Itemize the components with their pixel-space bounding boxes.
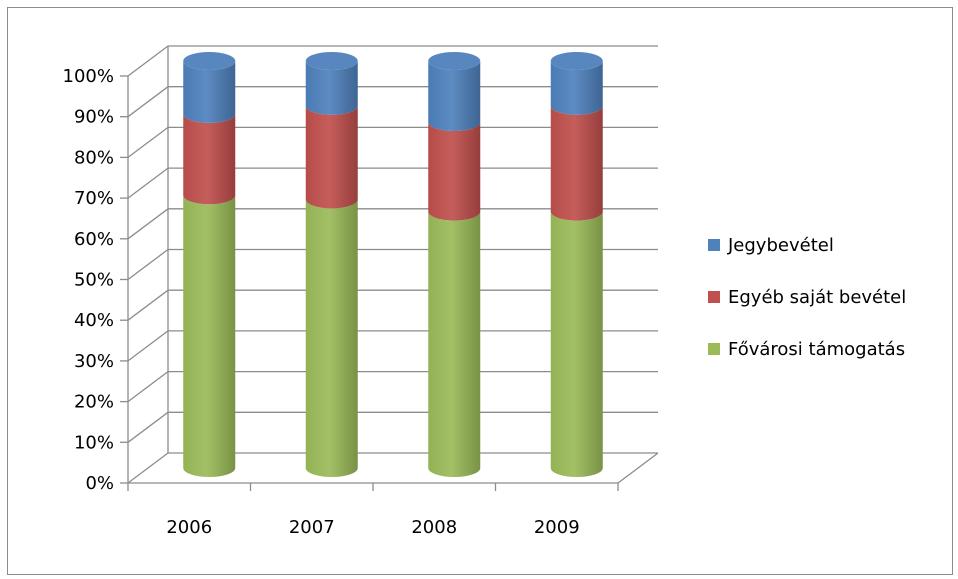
bar-2006-Jegybevétel — [183, 61, 236, 123]
bar-2007-Egyéb saját bevétel — [305, 105, 358, 209]
floor-right-edge — [617, 452, 659, 484]
gridline-side — [127, 45, 169, 77]
legend-label: Egyéb saját bevétel — [728, 287, 906, 308]
gridline-side — [127, 411, 169, 443]
bar-2006-Egyéb saját bevétel — [183, 113, 236, 205]
x-tick-labels: 2006 2007 2008 2009 — [166, 517, 579, 538]
gridline-side — [127, 330, 169, 362]
legend-swatch-2 — [708, 239, 720, 251]
x-tick-label: 2006 — [166, 517, 212, 538]
gridline-side — [127, 371, 169, 403]
y-tick-label: 0% — [85, 473, 114, 494]
gridline-side — [127, 208, 169, 240]
gridline-side — [127, 126, 169, 158]
bar-top-cap-2008 — [428, 52, 481, 70]
y-tick-label: 100% — [63, 66, 114, 87]
y-tick-label: 30% — [74, 351, 114, 372]
bar-2008-Egyéb saját bevétel — [428, 122, 481, 221]
chart-svg: 0%10%20%30%40%50%60%70%80%90%100% 2006 20… — [63, 45, 906, 538]
bar-2009-Jegybevétel — [550, 61, 603, 115]
y-tick-label: 60% — [74, 229, 114, 250]
gridline-side — [127, 452, 169, 484]
legend-swatch-0 — [708, 343, 720, 355]
y-tick-label: 20% — [74, 392, 114, 413]
bar-2006-Fővárosi támogatás — [183, 195, 236, 477]
x-tick-label: 2009 — [534, 517, 580, 538]
y-tick-label: 50% — [74, 270, 114, 291]
bar-top-cap-2006 — [183, 52, 236, 70]
bars — [183, 52, 603, 477]
gridline-side — [127, 167, 169, 199]
y-tick-label: 70% — [74, 188, 114, 209]
bar-top-cap-2007 — [305, 52, 358, 70]
y-tick-label: 90% — [74, 107, 114, 128]
chart-frame: 0% 10% 20% 30% 40% 50% 60% 70% 80% 90% 100% 2006 20… — [7, 7, 953, 575]
axes — [120, 75, 619, 491]
x-tick-label: 2008 — [411, 517, 457, 538]
bar-2007-Fővárosi támogatás — [305, 199, 358, 477]
y-tick-label: 10% — [74, 432, 114, 453]
y-tick-label: 80% — [74, 147, 114, 168]
x-tick-label: 2007 — [289, 517, 335, 538]
bar-2008-Fővárosi támogatás — [428, 211, 481, 477]
legend-label: Jegybevétel — [727, 235, 834, 256]
y-tick-label: 40% — [74, 310, 114, 331]
bar-2009-Fővárosi támogatás — [550, 211, 603, 477]
bar-2007-Jegybevétel — [305, 61, 358, 115]
bar-top-cap-2009 — [550, 52, 603, 70]
legend-swatch-1 — [708, 291, 720, 303]
legend-label: Fővárosi támogatás — [728, 339, 905, 360]
bar-2009-Egyéb saját bevétel — [550, 105, 603, 221]
gridline-side — [127, 86, 169, 118]
y-tick-labels: 0% 10% 20% 30% 40% 50% 60% 70% 80% 90% 100% — [63, 66, 114, 494]
gridline-side — [127, 248, 169, 281]
bar-2008-Jegybevétel — [428, 61, 481, 132]
gridline-side — [127, 289, 169, 321]
legend: Jegybevétel Egyéb saját bevétel Fővárosi t… — [708, 235, 906, 360]
